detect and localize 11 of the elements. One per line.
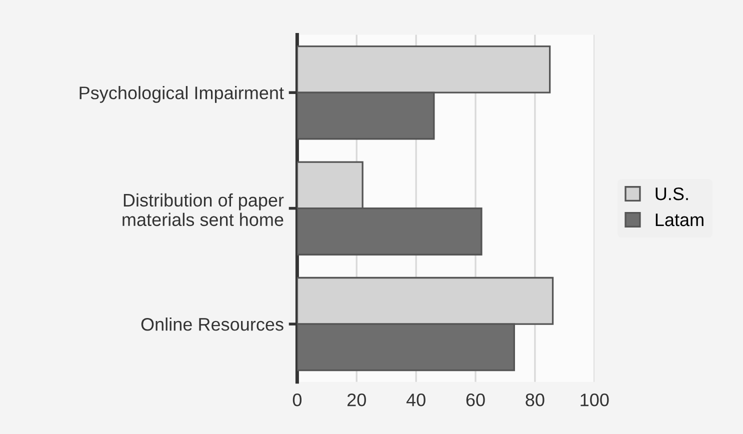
legend-label: U.S. xyxy=(656,187,688,200)
y-tick-label: Distribution of paper materials sent home xyxy=(122,193,284,226)
x-tick-label: 80 xyxy=(526,394,544,406)
y-tick-label: Psychological Impairment xyxy=(80,86,284,103)
x-tick-label: 0 xyxy=(292,394,302,406)
x-tick-label: 60 xyxy=(466,394,485,406)
y-tick-label: Online Resources xyxy=(141,318,284,331)
legend-label: Latam xyxy=(656,214,704,226)
x-tick-label: 100 xyxy=(580,394,609,406)
x-tick-label: 40 xyxy=(406,394,426,406)
x-tick-label: 20 xyxy=(348,394,366,406)
